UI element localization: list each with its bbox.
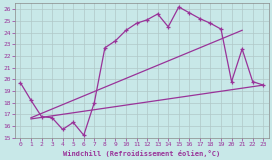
X-axis label: Windchill (Refroidissement éolien,°C): Windchill (Refroidissement éolien,°C) xyxy=(63,150,221,156)
